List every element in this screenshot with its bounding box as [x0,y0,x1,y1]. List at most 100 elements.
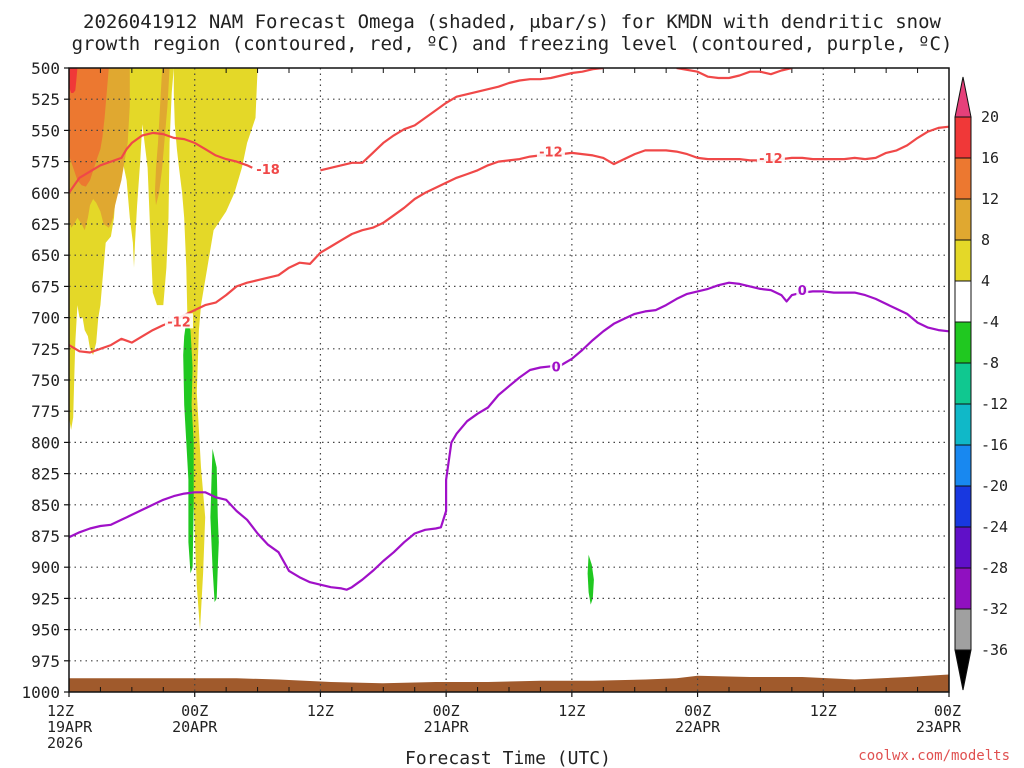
colorbar-label: -8 [981,354,999,372]
x-tick-label: 00Z [684,702,711,720]
contour-label-bg [550,358,563,374]
shaded-region-7 [587,554,594,605]
shaded-region-0 [69,68,258,630]
colorbar-swatch [954,157,972,200]
y-tick-label: 825 [31,465,60,484]
colorbar-label: 12 [981,190,999,208]
colorbar-swatch [954,526,972,569]
colorbar-swatch [954,362,972,405]
credit-text: coolwx.com/modelts [858,748,1010,764]
omega-shading [69,68,594,630]
colorbar-swatch [954,321,972,364]
colorbar-label: -28 [981,559,1008,577]
contour-line-4 [69,281,949,591]
y-tick-label: 700 [31,309,60,328]
y-tick-label: 1000 [21,683,60,702]
contour-label-text: -12 [759,152,783,167]
x-tick-label: 21APR [424,718,470,736]
x-tick-label: 2026 [47,734,83,752]
colorbar-label: -16 [981,436,1008,454]
y-tick-label: 850 [31,496,60,515]
contour-line-2 [320,68,604,172]
y-tick-label: 525 [31,90,60,109]
x-tick-label: 22APR [675,718,721,736]
colorbar-label: -4 [981,313,999,331]
y-tick-label: 900 [31,558,60,577]
colorbar-swatch [954,239,972,282]
x-tick-label: 00Z [181,702,208,720]
contour-lines [69,68,949,591]
colorbar-swatch [954,608,972,651]
grid [69,68,949,692]
contour-label-5: 0 [796,282,809,299]
y-tick-label: 725 [31,340,60,359]
colorbar-label: -20 [981,477,1008,495]
shaded-region-2 [154,68,170,206]
y-tick-label: 550 [31,121,60,140]
colorbar-swatch [954,403,972,446]
contour-label-text: -12 [167,315,191,330]
x-tick-label: 00Z [934,702,961,720]
y-tick-label: 925 [31,589,60,608]
contour-label-text: 0 [798,284,807,299]
contour-label-3: -12 [756,149,785,167]
y-tick-label: 800 [31,433,60,452]
contour-label-2: -12 [536,143,565,161]
contour-label-0: -18 [254,161,283,178]
y-tick-label: 675 [31,277,60,296]
colorbar-label: 20 [981,108,999,126]
colorbar-swatch [954,444,972,487]
y-tick-label: 500 [31,59,60,78]
contour-label-text: -18 [256,163,280,178]
x-tick-label: 19APR [47,718,93,736]
y-tick-label: 650 [31,246,60,265]
contour-labels: -18 -12 -12 -12 0 0 [165,143,809,375]
x-tick-label: 12Z [810,702,837,720]
colorbar-top-arrow [954,76,972,118]
contour-line-1 [69,125,949,354]
colorbar-label: -32 [981,600,1008,618]
contour-label-text: -12 [539,146,563,161]
chart-title-line2: growth region (contoured, red, ºC) and f… [72,33,953,55]
colorbar-bottom-arrow [954,649,972,691]
contour-label-bg [536,143,565,159]
contour-line-0 [69,131,253,194]
x-tick-label: 23APR [916,718,962,736]
contour-label-4: 0 [550,358,563,375]
contour-label-bg [756,149,785,165]
contour-label-text: 0 [552,360,561,375]
colorbar: 20 16 12 8 4 -4 -8 -12 -16 -20 -24 -28 -32 -36 [954,76,1008,691]
y-tick-label: 750 [31,371,60,390]
shaded-region-3 [69,68,109,187]
contour-label-bg [165,313,193,329]
contour-label-1: -12 [165,313,193,330]
colorbar-swatch [954,198,972,241]
contour-label-bg [254,161,283,177]
chart-title-line1: 2026041912 NAM Forecast Omega (shaded, μ… [83,11,941,33]
colorbar-label: 8 [981,231,990,249]
contour-line-3 [676,68,793,80]
y-tick-label: 875 [31,527,60,546]
colorbar-swatch [954,116,972,159]
contour-label-bg [796,282,809,298]
colorbar-label: 4 [981,272,990,290]
y-axis: 500 525 550 575 600 625 650 675 700 725 750 775 800 8… [21,59,69,702]
colorbar-label: -36 [981,641,1008,659]
colorbar-swatch [954,280,972,323]
shaded-region-5 [183,321,194,574]
shaded-region-6 [210,448,219,603]
colorbar-swatch [954,567,972,610]
y-tick-label: 975 [31,652,60,671]
y-tick-label: 950 [31,621,60,640]
colorbar-label: 16 [981,149,999,167]
x-tick-label: 12Z [307,702,334,720]
x-tick-label: 12Z [558,702,585,720]
colorbar-label: -12 [981,395,1008,413]
x-tick-label: 20APR [172,718,218,736]
colorbar-label: -24 [981,518,1008,536]
x-tick-label: 12Z [47,702,74,720]
y-tick-label: 625 [31,215,60,234]
x-tick-label: 00Z [433,702,460,720]
y-tick-label: 775 [31,402,60,421]
